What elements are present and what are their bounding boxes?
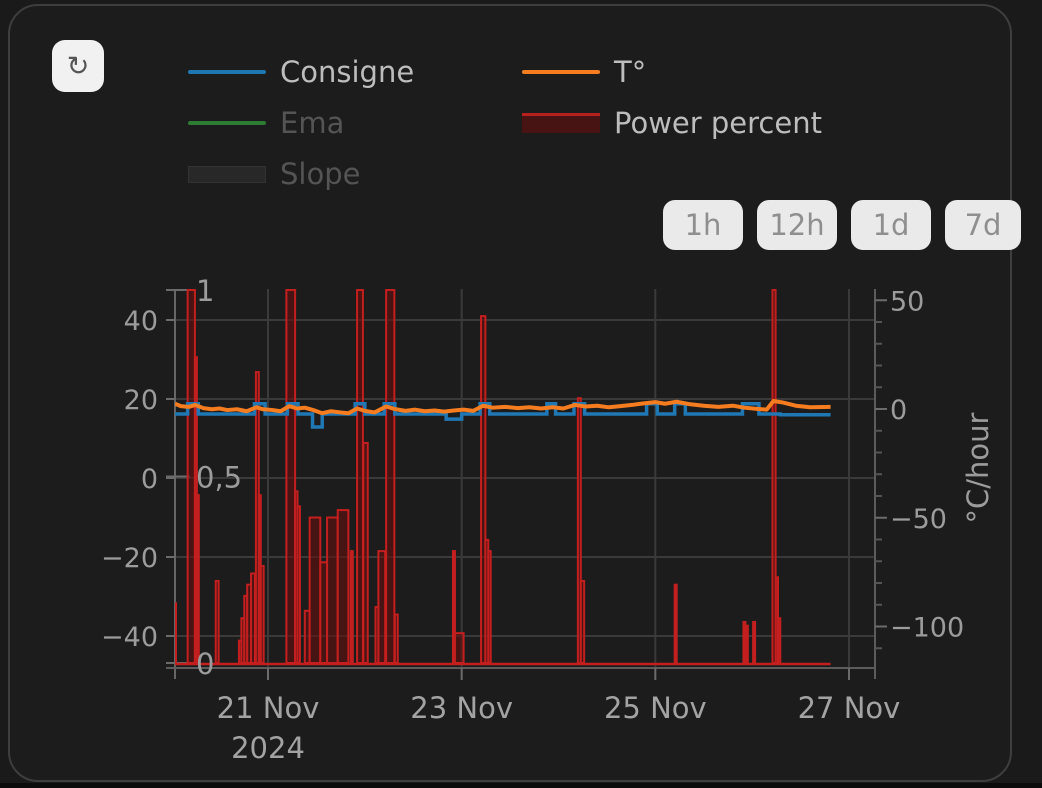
legend-item-slope[interactable]: Slope [188,159,360,189]
refresh-button[interactable]: ↻ [52,40,104,92]
axis-labels: 40 20 0 −20 −40 1 0,5 0 50 0 −50 −100 °C/hour 21 Nov 2… [101,274,995,765]
power-percent-bars [175,289,831,666]
consigne-line-swatch-icon [188,70,266,74]
svg-text:−40: −40 [101,622,158,653]
svg-text:23 Nov: 23 Nov [410,691,513,725]
legend-label-power-percent: Power percent [614,106,822,140]
svg-text:25 Nov: 25 Nov [604,691,707,725]
svg-text:−20: −20 [101,543,158,574]
legend-label-ema: Ema [280,106,345,140]
legend-label-consigne: Consigne [280,55,415,89]
consigne-step-line [175,401,831,429]
svg-text:21 Nov: 21 Nov [217,691,320,725]
svg-text:0: 0 [890,395,907,426]
svg-text:0: 0 [196,647,214,681]
svg-text:2024: 2024 [231,731,305,765]
range-button-12h[interactable]: 12h [757,200,837,250]
legend-item-power-percent[interactable]: Power percent [522,108,822,138]
chart-card: ↻ Consigne Ema Slope T° Power percent [8,4,1021,782]
legend-label-slope: Slope [280,157,361,191]
right-axis-title: °C/hour [961,412,995,523]
temperature-line-swatch-icon [522,70,600,74]
svg-text:1: 1 [196,274,214,308]
gridlines [175,289,875,668]
svg-text:50: 50 [890,286,924,317]
time-range-buttons: 1h 12h 1d 7d [663,200,1021,250]
timeseries-chart[interactable]: 40 20 0 −20 −40 1 0,5 0 50 0 −50 −100 °C/hour 21 Nov 2… [10,6,1042,788]
svg-text:27 Nov: 27 Nov [798,691,901,725]
temperature-line [175,398,831,416]
refresh-icon: ↻ [66,50,90,82]
slope-box-swatch-icon [188,165,266,183]
legend-item-ema[interactable]: Ema [188,108,344,138]
legend-label-temperature: T° [614,55,647,89]
svg-text:0,5: 0,5 [196,461,242,495]
range-button-1h[interactable]: 1h [663,200,743,250]
ema-line-swatch-icon [188,121,266,125]
range-button-7d[interactable]: 7d [945,200,1021,250]
range-button-1d[interactable]: 1d [851,200,931,250]
power-percent-box-swatch-icon [522,113,600,133]
svg-text:−50: −50 [890,504,947,535]
viewport-bottom-edge [0,783,1042,788]
svg-text:20: 20 [124,385,158,416]
svg-text:0: 0 [141,464,158,495]
temperature-lines [175,398,831,429]
svg-text:−100: −100 [890,613,964,644]
svg-text:40: 40 [124,306,158,337]
legend-item-temperature[interactable]: T° [522,57,646,87]
legend-item-consigne[interactable]: Consigne [188,57,414,87]
